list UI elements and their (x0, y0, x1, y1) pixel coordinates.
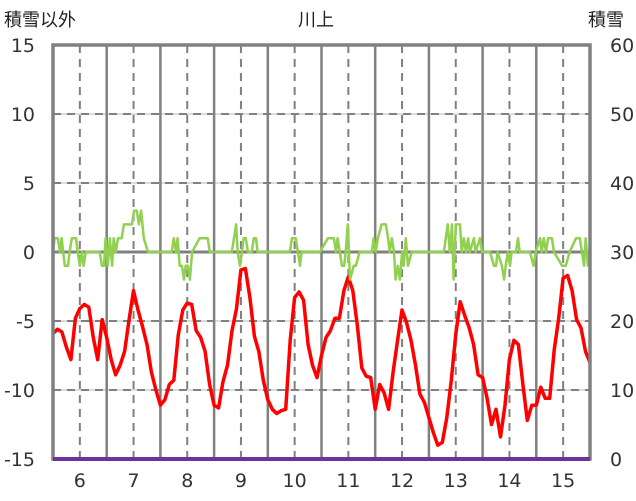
x-tick-label: 12 (390, 470, 414, 492)
x-tick-label: 10 (283, 470, 307, 492)
left-tick-label: -5 (16, 311, 35, 333)
left-tick-label: -15 (4, 449, 35, 471)
x-tick-label: 11 (336, 470, 360, 492)
right-tick-label: 10 (610, 380, 634, 402)
x-tick-label: 15 (551, 470, 575, 492)
right-tick-label: 40 (610, 173, 634, 195)
x-tick-label: 9 (235, 470, 247, 492)
x-tick-label: 8 (181, 470, 193, 492)
left-axis-label: 積雪以外 (4, 10, 76, 31)
left-tick-label: 0 (23, 242, 35, 264)
chart-title: 川上 (298, 10, 334, 31)
x-tick-label: 6 (74, 470, 86, 492)
right-tick-label: 20 (610, 311, 634, 333)
left-tick-label: -10 (4, 380, 35, 402)
left-tick-label: 10 (11, 104, 35, 126)
right-tick-label: 30 (610, 242, 634, 264)
x-tick-label: 7 (128, 470, 140, 492)
series-line-temperature (51, 266, 592, 447)
x-tick-label: 14 (497, 470, 521, 492)
right-tick-label: 0 (610, 449, 622, 471)
right-tick-label: 50 (610, 104, 634, 126)
series-line-other (51, 209, 592, 281)
left-tick-label: 15 (11, 35, 35, 57)
right-axis-label: 積雪 (588, 10, 624, 31)
left-tick-label: 5 (23, 173, 35, 195)
right-tick-label: 60 (610, 35, 634, 57)
x-tick-label: 13 (444, 470, 468, 492)
